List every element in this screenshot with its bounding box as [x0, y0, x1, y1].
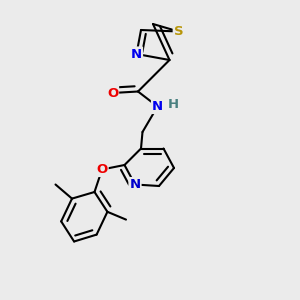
Text: O: O	[96, 163, 108, 176]
Text: N: N	[129, 178, 141, 191]
Text: H: H	[167, 98, 179, 111]
Text: N: N	[152, 100, 163, 113]
Text: O: O	[107, 86, 118, 100]
Text: N: N	[131, 47, 142, 61]
Text: S: S	[174, 25, 183, 38]
